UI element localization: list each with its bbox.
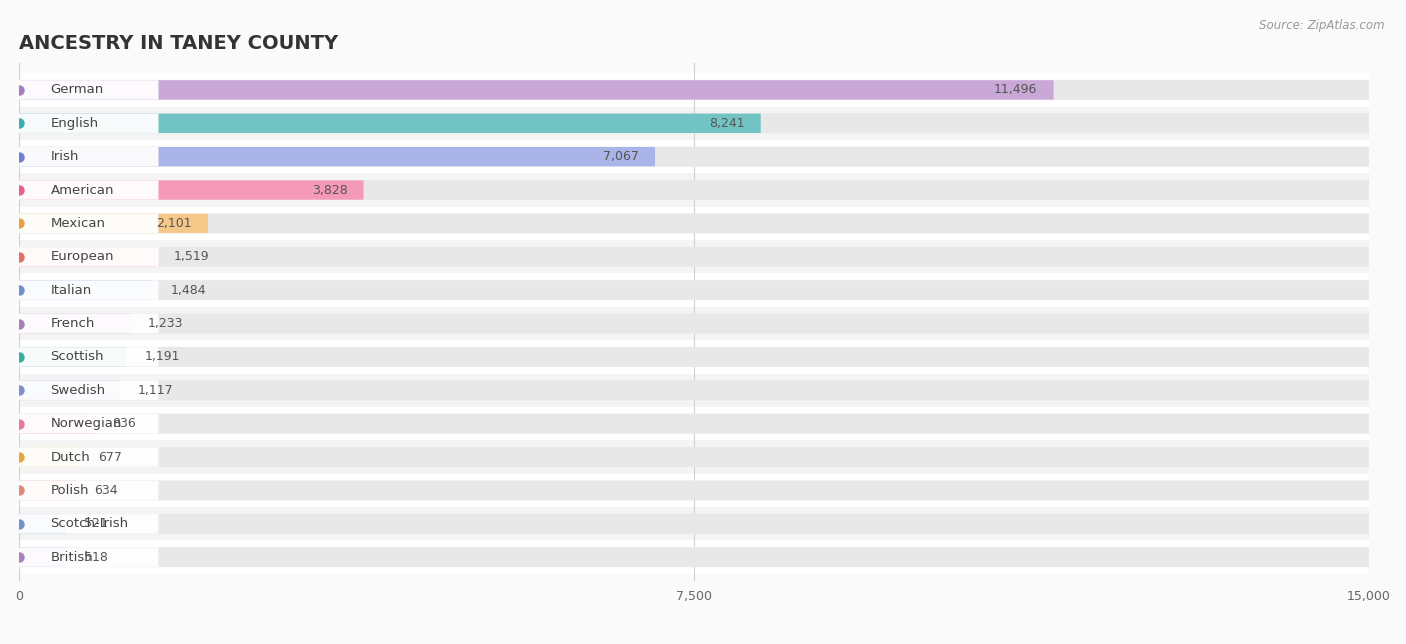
FancyBboxPatch shape [20,214,208,233]
Text: English: English [51,117,98,130]
FancyBboxPatch shape [20,414,159,433]
Text: 634: 634 [94,484,118,497]
FancyBboxPatch shape [20,514,1369,534]
Bar [20,73,1369,107]
Bar [20,540,1369,574]
FancyBboxPatch shape [20,480,159,500]
Text: Mexican: Mexican [51,217,105,230]
Bar [20,474,1369,507]
Bar [20,374,1369,407]
FancyBboxPatch shape [20,547,1369,567]
FancyBboxPatch shape [20,113,1369,133]
Text: 518: 518 [83,551,107,564]
FancyBboxPatch shape [20,113,761,133]
FancyBboxPatch shape [20,213,1369,233]
Text: Norwegian: Norwegian [51,417,122,430]
FancyBboxPatch shape [20,314,159,333]
FancyBboxPatch shape [20,514,66,533]
Bar [20,207,1369,240]
Text: 8,241: 8,241 [709,117,745,130]
Text: 521: 521 [84,517,108,530]
Bar [20,173,1369,207]
Text: 1,191: 1,191 [145,350,180,363]
FancyBboxPatch shape [20,347,127,366]
Text: 1,233: 1,233 [148,317,183,330]
Bar [20,307,1369,340]
FancyBboxPatch shape [20,281,153,300]
Text: 2,101: 2,101 [156,217,191,230]
FancyBboxPatch shape [20,147,655,166]
Text: Irish: Irish [51,150,79,163]
FancyBboxPatch shape [20,347,1369,367]
Bar [20,507,1369,540]
FancyBboxPatch shape [20,480,1369,500]
FancyBboxPatch shape [20,380,1369,401]
FancyBboxPatch shape [20,547,159,567]
Text: 11,496: 11,496 [994,84,1038,97]
Text: American: American [51,184,114,196]
Text: 3,828: 3,828 [312,184,347,196]
FancyBboxPatch shape [20,314,129,333]
FancyBboxPatch shape [20,247,159,267]
Text: Scottish: Scottish [51,350,104,363]
FancyBboxPatch shape [20,347,159,366]
FancyBboxPatch shape [20,381,159,400]
FancyBboxPatch shape [20,414,94,433]
FancyBboxPatch shape [20,80,1369,100]
Text: 1,484: 1,484 [170,283,207,297]
FancyBboxPatch shape [20,381,120,400]
FancyBboxPatch shape [20,80,159,100]
FancyBboxPatch shape [20,314,1369,334]
Text: Scotch-Irish: Scotch-Irish [51,517,129,530]
FancyBboxPatch shape [20,448,159,467]
FancyBboxPatch shape [20,280,1369,300]
Bar [20,140,1369,173]
Text: Source: ZipAtlas.com: Source: ZipAtlas.com [1260,19,1385,32]
Bar [20,274,1369,307]
Text: European: European [51,251,114,263]
Text: Swedish: Swedish [51,384,105,397]
FancyBboxPatch shape [20,247,156,267]
FancyBboxPatch shape [20,147,1369,167]
Bar [20,340,1369,374]
Text: British: British [51,551,93,564]
Bar [20,440,1369,474]
Text: 677: 677 [98,451,122,464]
Bar [20,240,1369,274]
FancyBboxPatch shape [20,180,364,200]
FancyBboxPatch shape [20,180,1369,200]
FancyBboxPatch shape [20,547,66,567]
Text: Polish: Polish [51,484,89,497]
Text: 1,519: 1,519 [174,251,209,263]
FancyBboxPatch shape [20,448,80,467]
Bar [20,407,1369,440]
FancyBboxPatch shape [20,113,159,133]
Text: 7,067: 7,067 [603,150,638,163]
FancyBboxPatch shape [20,247,1369,267]
FancyBboxPatch shape [20,480,76,500]
FancyBboxPatch shape [20,447,1369,467]
FancyBboxPatch shape [20,281,159,300]
Text: German: German [51,84,104,97]
Text: ANCESTRY IN TANEY COUNTY: ANCESTRY IN TANEY COUNTY [20,34,337,53]
Text: Dutch: Dutch [51,451,90,464]
Text: French: French [51,317,94,330]
Text: 836: 836 [112,417,136,430]
FancyBboxPatch shape [20,413,1369,433]
FancyBboxPatch shape [20,147,159,166]
Text: 1,117: 1,117 [138,384,173,397]
FancyBboxPatch shape [20,214,159,233]
Text: Italian: Italian [51,283,91,297]
Bar [20,107,1369,140]
FancyBboxPatch shape [20,514,159,533]
FancyBboxPatch shape [20,180,159,200]
FancyBboxPatch shape [20,80,1053,100]
